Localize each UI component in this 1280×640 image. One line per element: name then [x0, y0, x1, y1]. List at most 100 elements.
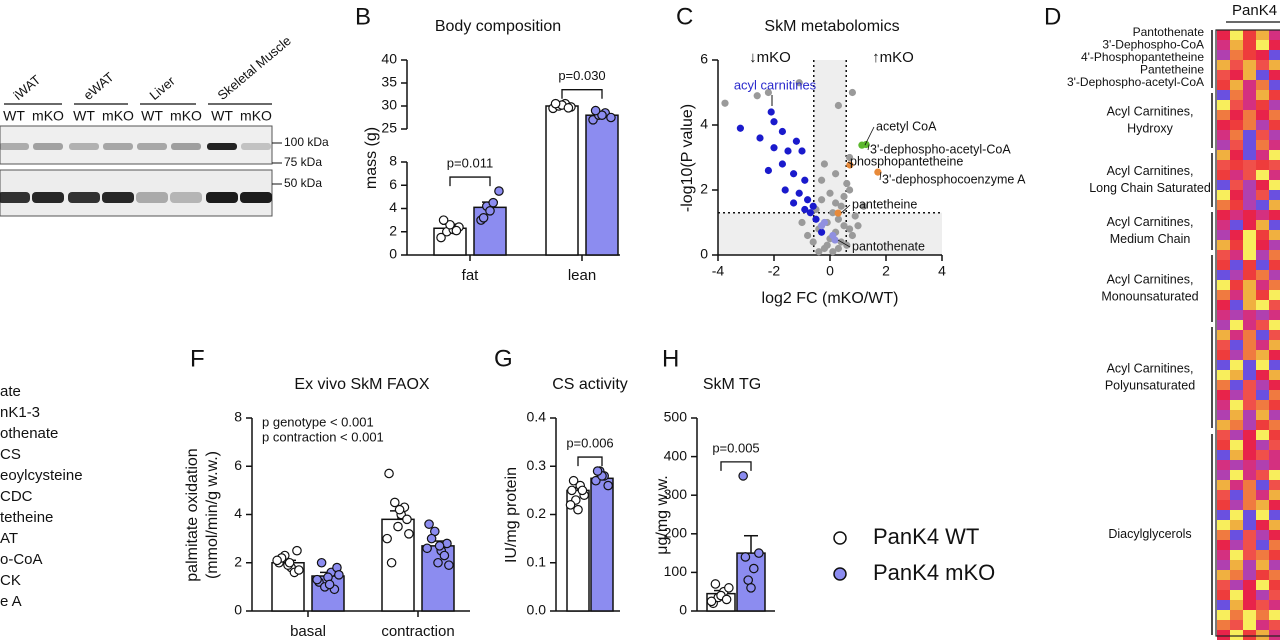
heatmap-cell	[1217, 360, 1230, 370]
heatmap-cell	[1256, 80, 1269, 90]
data-point	[846, 153, 854, 162]
heatmap-cell	[1217, 160, 1230, 170]
data-point	[826, 189, 834, 197]
data-point	[424, 519, 434, 529]
heatmap-cell	[1256, 210, 1269, 220]
heatmap-cell	[1256, 340, 1269, 350]
heatmap-cell	[1217, 390, 1230, 400]
blot-band	[241, 143, 271, 150]
heatmap-cell	[1269, 570, 1280, 580]
heatmap-cell	[1243, 580, 1256, 590]
heatmap-cell	[1243, 200, 1256, 210]
heatmap-cell	[1217, 530, 1230, 540]
heatmap-cell	[1230, 70, 1243, 80]
heatmap-cell	[1243, 470, 1256, 480]
heatmap-cell	[1243, 380, 1256, 390]
point-label: acetyl CoA	[876, 119, 937, 133]
lane-label: mKO	[102, 108, 134, 124]
heatmap-cell	[1217, 240, 1230, 250]
heatmap-cell	[1230, 320, 1243, 330]
heatmap-cell	[1269, 520, 1280, 530]
y-tick-label: 8	[234, 409, 242, 425]
bar	[585, 114, 619, 256]
pathway-text: o-CoA	[0, 551, 43, 568]
heatmap-cell	[1256, 280, 1269, 290]
heatmap-cell	[1243, 110, 1256, 120]
blot-band	[103, 143, 133, 150]
panel-letter: B	[355, 3, 371, 30]
heatmap-cell	[1269, 190, 1280, 200]
heatmap-cell	[1256, 300, 1269, 310]
data-point	[818, 196, 826, 204]
data-point	[831, 236, 839, 244]
data-point	[433, 557, 443, 568]
leader-line	[879, 172, 882, 181]
x-axis-label: log2 FC (mKO/WT)	[762, 290, 899, 307]
heatmap-cell	[1243, 280, 1256, 290]
heatmap-cell	[1230, 220, 1243, 230]
heatmap-cell	[1230, 120, 1243, 130]
heatmap-cell	[1230, 530, 1243, 540]
data-point	[324, 579, 335, 590]
lane-label: WT	[141, 108, 163, 124]
heatmap-cell	[1217, 120, 1230, 130]
heatmap-cell	[1243, 610, 1256, 620]
x-tick-label: 0	[826, 263, 834, 279]
data-point	[770, 118, 778, 126]
heatmap-cell	[1217, 630, 1230, 640]
heatmap-cell	[1243, 400, 1256, 410]
heatmap-cell	[1256, 370, 1269, 380]
data-point	[738, 471, 748, 481]
group-label: Acyl Carnitines,	[1107, 164, 1194, 178]
y-tick-label: 0.3	[527, 457, 547, 473]
data-point	[394, 504, 405, 515]
heatmap-cell	[1269, 350, 1280, 360]
data-point	[706, 596, 717, 607]
data-point	[784, 147, 792, 155]
group-label: iWAT	[10, 72, 43, 103]
heatmap-cell	[1269, 550, 1280, 560]
data-point	[436, 232, 446, 243]
heatmap-cell	[1269, 140, 1280, 150]
heatmap-cell	[1230, 460, 1243, 470]
heatmap-cell	[1230, 240, 1243, 250]
heatmap-cell	[1230, 280, 1243, 290]
blot-band	[240, 192, 272, 203]
heatmap-cell	[1256, 230, 1269, 240]
heatmap-cell	[1217, 30, 1230, 40]
heatmap-cell	[1243, 520, 1256, 530]
heatmap-cell	[1230, 500, 1243, 510]
data-point	[860, 202, 868, 210]
y-tick-label: 40	[381, 51, 397, 67]
heatmap-cell	[1269, 480, 1280, 490]
heatmap-cell	[1243, 300, 1256, 310]
heatmap-cell	[1243, 390, 1256, 400]
heatmap-cell	[1269, 90, 1280, 100]
heatmap-cell	[1269, 490, 1280, 500]
heatmap-frame	[1215, 29, 1280, 637]
significance-bracket	[561, 89, 603, 99]
data-point	[840, 222, 848, 230]
heatmap-cell	[1217, 620, 1230, 630]
data-point	[438, 215, 449, 225]
panel-letter: F	[190, 345, 205, 372]
heatmap-cell	[1243, 30, 1256, 40]
data-point	[804, 231, 812, 240]
bar	[421, 545, 455, 612]
heatmap-cell	[1243, 140, 1256, 150]
heatmap-cell	[1230, 140, 1243, 150]
data-point	[565, 500, 576, 510]
heatmap-cell	[1243, 310, 1256, 320]
data-point	[764, 88, 773, 97]
heatmap-cell	[1256, 160, 1269, 170]
heatmap-cell	[1230, 480, 1243, 490]
x-tick-label: 2	[882, 263, 890, 279]
heatmap-cell	[1256, 360, 1269, 370]
heatmap-cell	[1230, 510, 1243, 520]
heatmap-cell	[1217, 280, 1230, 290]
data-point	[809, 202, 817, 210]
y-tick-label: 0.2	[527, 505, 547, 521]
y-tick-label: 2	[234, 553, 242, 569]
heatmap-cell	[1256, 380, 1269, 390]
data-point	[577, 485, 588, 496]
